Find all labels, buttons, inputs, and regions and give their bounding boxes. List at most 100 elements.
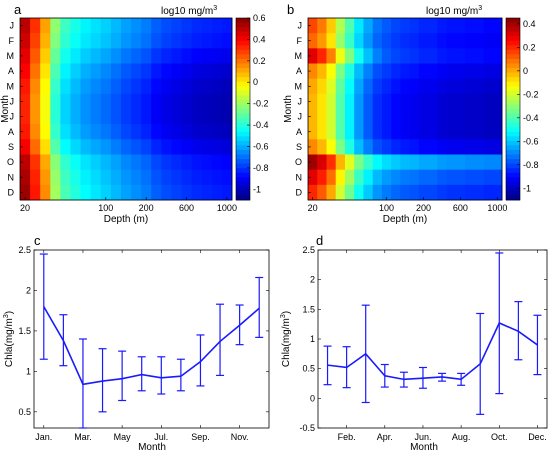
colorbar-segment <box>506 36 520 42</box>
heatmap-cell <box>418 184 429 201</box>
heatmap-cell <box>80 124 92 140</box>
heatmap-cell <box>90 63 102 80</box>
depth-tick-label: 100 <box>379 203 394 213</box>
y-tick-label: 2.5 <box>18 245 31 255</box>
depth-tick-label: 200 <box>139 203 154 213</box>
heatmap-cell <box>80 93 92 110</box>
colorbar-segment <box>236 195 250 201</box>
month-tick-label: J <box>298 96 303 106</box>
colorbar-segment <box>236 177 250 183</box>
heatmap-cell <box>372 33 383 49</box>
heatmap-cell <box>80 154 92 171</box>
heatmap-cell <box>50 18 61 34</box>
colorbar-segment <box>506 31 520 37</box>
heatmap-cell <box>317 33 327 49</box>
heatmap-cell <box>90 33 102 49</box>
heatmap-cell <box>391 63 401 80</box>
depth-tick-label: 1000 <box>487 203 507 213</box>
heatmap-cell <box>30 93 41 110</box>
heatmap-cell <box>141 18 152 34</box>
colorbar-segment <box>506 86 520 92</box>
colorbar-segment <box>236 45 250 51</box>
heatmap-cell <box>70 63 81 80</box>
panel-b-colorbar: 0.4 0.2 0 -0.2 -0.4 -0.6 -0.8 -1 <box>505 17 539 201</box>
heatmap-cell <box>372 169 383 186</box>
colorbar-segment <box>506 127 520 133</box>
heatmap-cell <box>317 139 327 155</box>
panel-b-label: b <box>287 2 294 17</box>
heatmap-cell <box>335 109 346 125</box>
heatmap-cell <box>141 78 152 95</box>
y-tick-label: 0.5 <box>302 364 315 374</box>
heatmap-cell <box>363 169 374 186</box>
heatmap-cell <box>455 48 466 64</box>
heatmap-cell <box>221 63 233 80</box>
heatmap-cell <box>161 18 172 34</box>
panel-b-ylabel: Month <box>283 95 294 123</box>
x-tick-label: Dec. <box>528 432 547 442</box>
depth-tick-label: 600 <box>453 203 468 213</box>
heatmap-cell <box>391 18 401 34</box>
x-tick-label: Aug. <box>452 432 471 442</box>
x-tick-label: Nov. <box>231 432 249 442</box>
colorbar-segment <box>236 186 250 192</box>
heatmap-cell <box>110 124 122 140</box>
heatmap-cell <box>161 33 172 49</box>
colorbar-segment <box>236 49 250 55</box>
panel-a-colorbar-title: log10 mg/m3 <box>161 5 217 17</box>
colorbar-segment <box>506 63 520 69</box>
colorbar-tick-label: -0.2 <box>253 99 269 109</box>
colorbar-segment <box>506 90 520 96</box>
heatmap-cell <box>100 184 112 201</box>
heatmap-cell <box>100 169 112 186</box>
heatmap-cell <box>437 124 447 140</box>
heatmap-cell <box>335 169 346 186</box>
x-tick-label: Sep. <box>191 432 210 442</box>
heatmap-cell <box>141 109 152 125</box>
heatmap-cell <box>161 48 172 64</box>
depth-tick-label: 20 <box>20 203 30 213</box>
colorbar-segment <box>506 195 520 201</box>
heatmap-cell <box>131 93 142 110</box>
heatmap-cell <box>428 18 438 34</box>
heatmap-cell <box>400 78 411 95</box>
heatmap-cell <box>344 139 355 155</box>
heatmap-cell <box>363 33 374 49</box>
heatmap-cell <box>110 33 122 49</box>
heatmap-cell <box>372 124 383 140</box>
heatmap-cell <box>141 93 152 110</box>
heatmap-cell <box>363 78 374 95</box>
heatmap-cell <box>131 78 142 95</box>
heatmap-cell <box>30 18 41 34</box>
colorbar-tick-label: -0.4 <box>253 120 269 130</box>
heatmap-cell <box>335 18 346 34</box>
heatmap-cell <box>40 48 51 64</box>
heatmap-cell <box>308 124 318 140</box>
heatmap-cell <box>60 184 71 201</box>
heatmap-cell <box>60 124 71 140</box>
colorbar-tick-label: -1 <box>523 183 531 193</box>
heatmap-cell <box>483 33 494 49</box>
heatmap-cell <box>211 18 223 34</box>
heatmap-cell <box>335 124 346 140</box>
y-tick-label: 2 <box>26 285 31 295</box>
heatmap-cell <box>409 184 420 201</box>
heatmap-cell <box>110 154 122 171</box>
heatmap-cell <box>354 18 364 34</box>
heatmap-cell <box>30 78 41 95</box>
heatmap-cell <box>20 169 31 186</box>
heatmap-cell <box>70 18 81 34</box>
heatmap-cell <box>120 93 132 110</box>
heatmap-cell <box>483 93 494 110</box>
heatmap-cell <box>131 124 142 140</box>
heatmap-cell <box>308 63 318 80</box>
heatmap-cell <box>151 109 162 125</box>
heatmap-cell <box>211 93 223 110</box>
heatmap-cell <box>90 154 102 171</box>
heatmap-cell <box>110 78 122 95</box>
heatmap-cell <box>465 109 475 125</box>
month-tick-label: D <box>296 187 303 197</box>
heatmap-cell <box>381 93 392 110</box>
heatmap-cell <box>161 78 172 95</box>
